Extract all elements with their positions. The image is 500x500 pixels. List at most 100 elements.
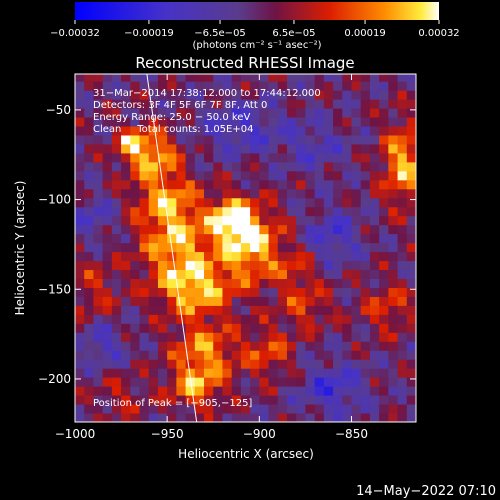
heatmap-cell [369,152,380,163]
heatmap-cell [167,341,177,351]
heatmap-cell [323,332,334,342]
heatmap-cell [139,81,150,91]
heatmap-cell [314,215,325,226]
heatmap-cell [194,395,205,405]
heatmap-cell [102,368,113,378]
heatmap-cell [360,341,371,351]
heatmap-cell [397,188,408,199]
heatmap-cell [406,99,416,109]
heatmap-cell [231,377,242,387]
heatmap-cell [296,81,306,91]
heatmap-cell [286,296,297,306]
heatmap-cell [250,74,260,82]
heatmap-cell [130,233,141,244]
heatmap-cell [268,260,279,271]
heatmap-cell [342,350,352,360]
heatmap-cell [379,377,389,387]
heatmap-cell [185,117,196,127]
heatmap-cell [351,386,362,396]
heatmap-cell [222,215,233,226]
heatmap-cell [314,224,325,235]
heatmap-cell [360,81,371,91]
heatmap-cell [111,287,122,297]
solar-limb-line [146,74,198,422]
heatmap-cell [222,287,233,297]
heatmap-cell [351,395,362,405]
heatmap-cell [369,99,380,109]
heatmap-cell [333,287,343,297]
heatmap-cell [102,74,113,82]
heatmap-cell [369,179,380,190]
heatmap-cell [231,99,242,109]
heatmap-cell [268,99,279,109]
heatmap-cell [314,74,325,82]
heatmap-cell [204,269,214,279]
heatmap-cell [323,170,334,181]
heatmap-cell [231,224,242,235]
heatmap-cell [213,287,223,297]
heatmap-cell [194,404,205,414]
heatmap-cell [250,413,260,422]
heatmap-cell [406,134,416,145]
heatmap-cell [379,359,389,369]
heatmap-cell [314,108,325,118]
heatmap-cell [240,413,251,422]
heatmap-cell [406,404,416,414]
heatmap-cell [305,386,316,396]
heatmap-cell [360,152,371,163]
heatmap-cell [406,341,416,351]
heatmap-cell [277,179,288,190]
heatmap-cell [388,350,399,360]
heatmap-cell [314,161,325,172]
heatmap-cell [75,269,85,279]
heatmap-cell [259,413,270,422]
heatmap-cell [185,305,196,315]
heatmap-cell [148,126,159,136]
heatmap-cell [148,179,159,190]
heatmap-cell [84,134,94,145]
heatmap-cell [204,386,214,396]
heatmap-cell [84,296,94,306]
heatmap-cell [139,305,150,315]
heatmap-cell [213,260,223,271]
heatmap-cell [406,206,416,217]
heatmap-cell [323,152,334,163]
heatmap-cell [148,224,159,235]
heatmap-cell [268,269,279,279]
heatmap-cell [388,233,399,244]
heatmap-cell [222,134,233,145]
heatmap-cell [360,90,371,100]
heatmap-cell [397,413,408,422]
heatmap-cell [360,368,371,378]
heatmap-cell [296,74,306,82]
heatmap-cell [369,287,380,297]
heatmap-cell [111,90,122,100]
heatmap-cell [185,242,196,253]
heatmap-cell [213,152,223,163]
heatmap-cell [250,126,260,136]
heatmap-cell [314,305,325,315]
heatmap-cell [102,359,113,369]
heatmap-cell [194,386,205,396]
heatmap-cell [305,296,316,306]
heatmap-cell [84,152,94,163]
heatmap-cell [102,251,113,262]
heatmap-cell [102,126,113,136]
heatmap-cell [342,341,352,351]
heatmap-cell [351,287,362,297]
heatmap-cell [268,332,279,342]
heatmap-cell [84,90,94,100]
heatmap-cell [388,81,399,91]
heatmap-cell [176,117,187,127]
heatmap-cell [342,170,352,181]
heatmap-cell [305,260,316,271]
heatmap-cell [102,377,113,387]
heatmap-cell [388,99,399,109]
heatmap-cell [305,81,316,91]
heatmap-cell [157,170,168,181]
heatmap-cell [268,395,279,405]
heatmap-cell [185,251,196,262]
heatmap-cell [323,287,334,297]
heatmap-cell [406,143,416,154]
heatmap-cell [111,269,122,279]
